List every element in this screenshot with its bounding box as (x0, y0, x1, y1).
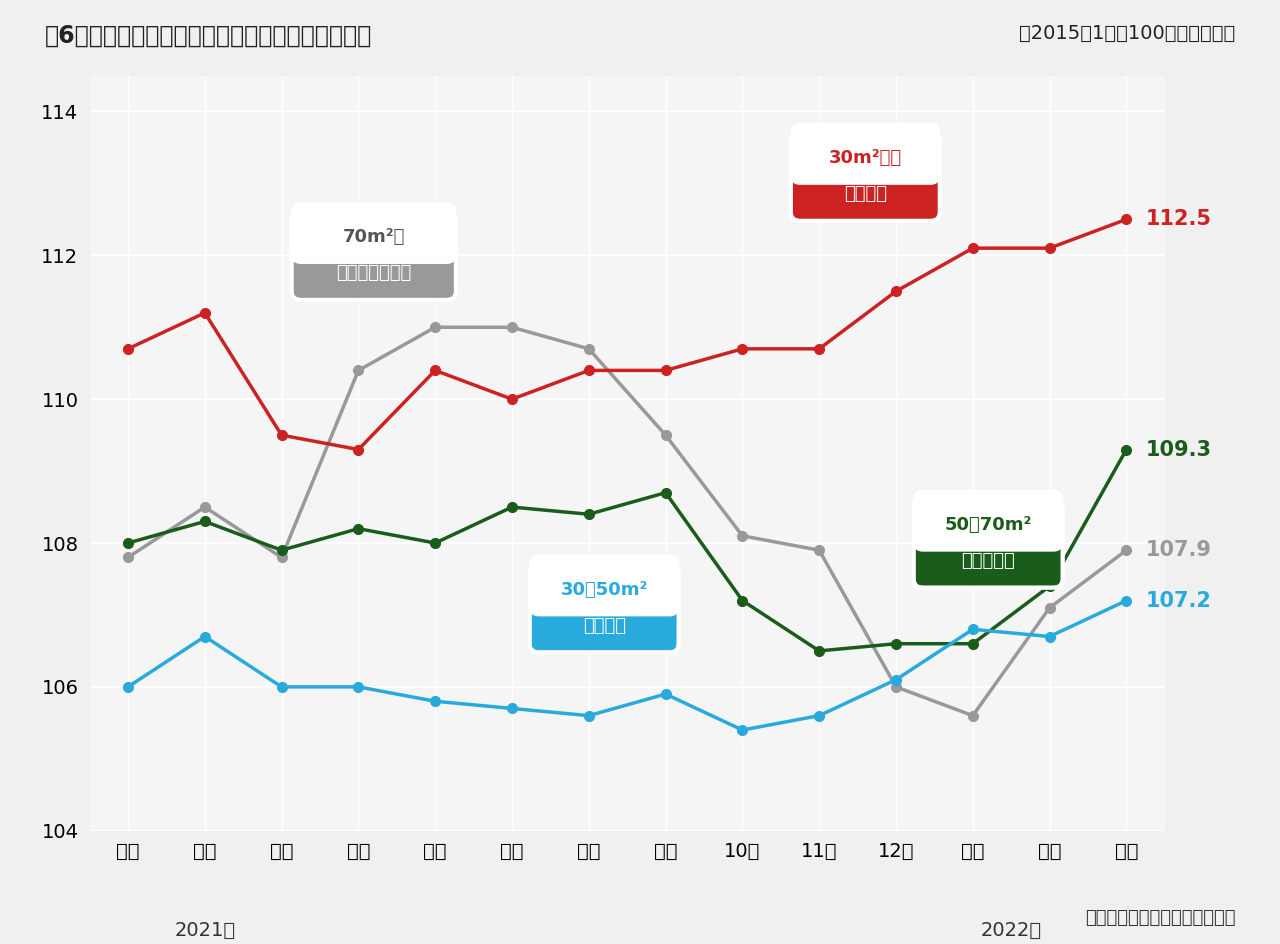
Bar (297, 207, 451, 256)
Text: 30～50m²: 30～50m² (561, 581, 648, 598)
FancyBboxPatch shape (530, 554, 678, 616)
Text: 70m²超: 70m²超 (343, 228, 404, 246)
Text: 107.2: 107.2 (1146, 591, 1211, 611)
Text: ファミリー: ファミリー (961, 552, 1015, 570)
Text: 2021年: 2021年 (174, 921, 236, 940)
FancyBboxPatch shape (292, 202, 456, 264)
Bar (796, 128, 934, 177)
Text: （2015年1月＝100としたもの）: （2015年1月＝100としたもの） (1019, 24, 1235, 42)
Text: シングル: シングル (844, 185, 887, 203)
Text: 2022年: 2022年 (980, 921, 1042, 940)
Text: 50～70m²: 50～70m² (945, 516, 1032, 534)
FancyBboxPatch shape (914, 490, 1062, 551)
Text: 30m²以下: 30m²以下 (828, 149, 902, 167)
FancyBboxPatch shape (914, 498, 1062, 587)
Text: 大型ファミリー: 大型ファミリー (337, 264, 411, 282)
FancyBboxPatch shape (530, 564, 678, 652)
Text: カップル: カップル (582, 616, 626, 634)
FancyBboxPatch shape (791, 131, 940, 221)
Text: 107.9: 107.9 (1146, 540, 1212, 560)
Text: 112.5: 112.5 (1146, 210, 1212, 229)
Text: 109.3: 109.3 (1146, 440, 1212, 460)
Bar (919, 495, 1057, 544)
FancyBboxPatch shape (292, 211, 456, 300)
FancyBboxPatch shape (791, 123, 940, 185)
Bar (535, 560, 673, 609)
Text: 出典：（株）アットホーム調べ: 出典：（株）アットホーム調べ (1084, 909, 1235, 927)
Text: 囶6：【名古屋市】マンション平均家賌指数の推移: 囶6：【名古屋市】マンション平均家賌指数の推移 (45, 24, 372, 47)
